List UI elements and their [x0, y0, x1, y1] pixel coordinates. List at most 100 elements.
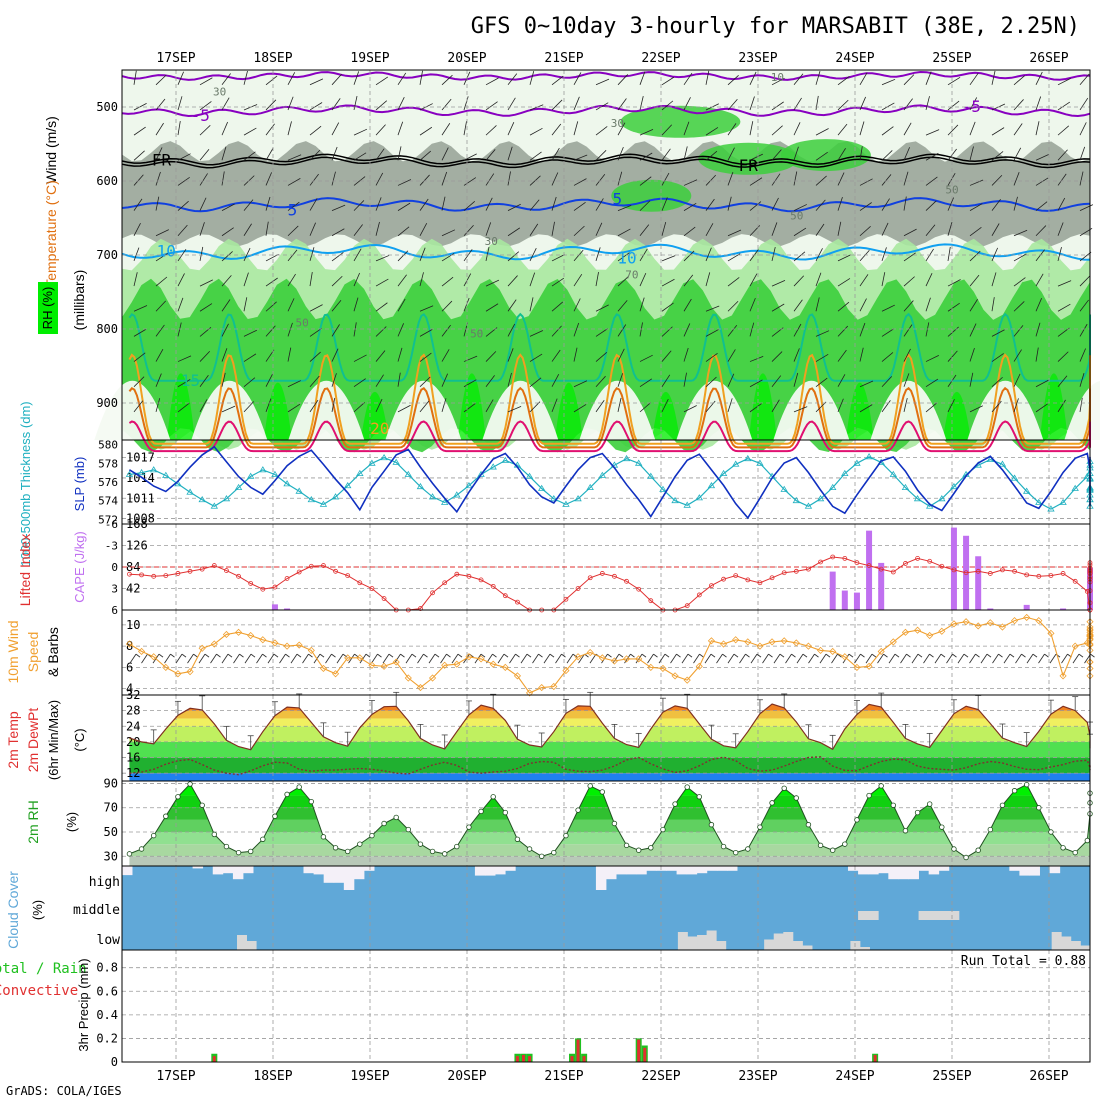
rh-point — [235, 849, 242, 856]
wind-barb — [221, 251, 233, 262]
li-point — [963, 570, 969, 576]
wind-barb — [705, 376, 717, 388]
wind-barb — [265, 99, 277, 111]
rh-axis-title: 2m RH (%) — [25, 800, 79, 844]
wind-axis-title: 10m Wind Speed & Barbs — [5, 620, 61, 683]
surface-barb — [739, 653, 746, 664]
wind-barb — [419, 272, 424, 287]
wind-barb — [309, 375, 320, 387]
wind-barb — [837, 254, 851, 262]
wind-barb — [375, 398, 383, 413]
precip-bars — [211, 1038, 879, 1062]
li-point — [781, 570, 787, 576]
cloud-gap — [666, 866, 677, 871]
wind-barb — [309, 198, 318, 211]
wind-barb — [199, 350, 211, 362]
rh-point — [757, 824, 763, 830]
wind-barb — [507, 251, 520, 262]
cloud-gap — [706, 866, 718, 871]
wind-barb — [859, 249, 870, 262]
rh-plumes — [166, 373, 1068, 440]
wind-barb — [815, 95, 819, 111]
surface-barb — [785, 653, 792, 664]
y-tick-label: 42 — [126, 582, 140, 596]
surface-barb — [267, 653, 275, 664]
wind-barb — [551, 301, 564, 312]
precip-convective-bar — [522, 1054, 526, 1062]
cloud-vgrid — [175, 866, 1050, 950]
wind-barb — [331, 122, 340, 136]
wind-barb — [309, 247, 315, 262]
temp-band — [129, 704, 1090, 711]
wind-barb — [375, 374, 384, 387]
li-point — [1000, 567, 1005, 573]
li-point — [987, 571, 993, 576]
surface-barb — [716, 653, 723, 664]
li-point — [1084, 588, 1090, 594]
wind-barb — [595, 304, 609, 312]
wind-barb — [199, 303, 213, 312]
rh-point — [1060, 845, 1066, 851]
cloud-gap — [898, 866, 909, 880]
wind-barb — [815, 71, 821, 85]
y-tick-label: -6 — [105, 518, 118, 531]
wind-barb — [1035, 225, 1047, 237]
wind-point — [465, 653, 473, 661]
wind-barb — [573, 201, 586, 211]
cloud-gap — [606, 866, 617, 880]
wind-barb — [683, 226, 696, 237]
rh-point — [150, 832, 157, 839]
wind-barb — [837, 278, 851, 287]
wind-barb — [331, 348, 339, 362]
wind-barb — [705, 223, 714, 236]
y-tick-label: 6 — [111, 604, 118, 617]
surface-barb — [658, 653, 666, 664]
wind-barb — [551, 99, 563, 111]
isotherm-30 — [128, 420, 1091, 453]
wind-barb — [1079, 323, 1088, 337]
rh-point — [635, 847, 642, 853]
wind-barb — [551, 325, 562, 337]
slp-ticks-left: 572 574 576 578 580 — [98, 439, 118, 527]
surface-barb — [796, 653, 804, 664]
rh-point — [441, 851, 448, 857]
wind-barb — [859, 274, 869, 287]
wind-barb — [287, 322, 293, 337]
thickness-point — [901, 483, 910, 490]
li-point — [612, 573, 617, 579]
date-label-top: 22SEP — [641, 51, 680, 66]
li-point — [454, 571, 460, 577]
wind-barb — [331, 373, 337, 387]
wind-point — [344, 654, 352, 662]
surface-barb-flag — [457, 653, 463, 658]
cloud-low-block — [802, 945, 813, 950]
wind-barb — [177, 121, 181, 136]
rh-ticks-left: 30 50 70 90 — [104, 776, 1090, 863]
wind-barb — [1079, 97, 1089, 111]
surface-barb — [773, 653, 781, 664]
cloud-panel — [122, 866, 1091, 950]
wind-barb — [485, 173, 495, 186]
wind-barb — [331, 299, 342, 312]
cloud-low-block — [858, 911, 869, 920]
wind-barb — [485, 399, 494, 413]
wind-point — [283, 642, 291, 650]
surface-barb-flag — [745, 653, 750, 658]
temp-band — [129, 757, 1090, 774]
wind-barb — [155, 98, 166, 111]
wind-point — [889, 638, 897, 646]
wind-barb — [397, 347, 403, 362]
wind-barb — [551, 277, 565, 287]
wind-point — [622, 655, 631, 663]
wind-barb — [155, 348, 164, 362]
cloud-low-block — [1061, 936, 1072, 950]
y-tick-label: 500 — [96, 100, 118, 114]
surface-barb-flag — [791, 653, 796, 658]
wind-barb — [595, 400, 605, 413]
wind-barb — [243, 223, 252, 236]
cloud-axis-title: Cloud Cover (%) — [5, 871, 45, 949]
surface-barb — [164, 653, 171, 664]
wind-barb — [969, 274, 980, 287]
wind-barb — [815, 330, 830, 337]
rh-point — [381, 820, 387, 827]
